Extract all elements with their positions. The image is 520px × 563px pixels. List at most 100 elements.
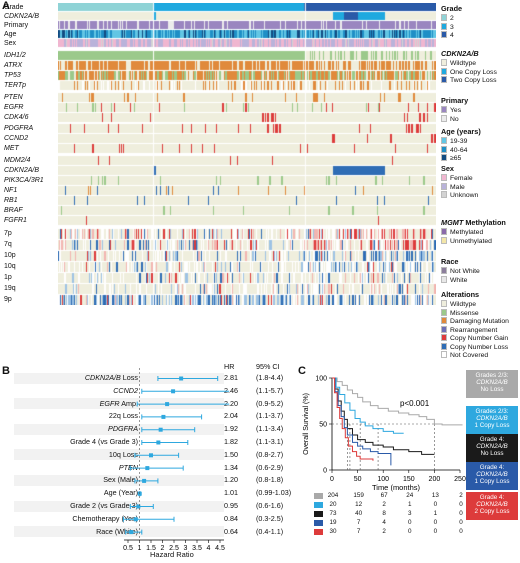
- km-legend-line: 1 Copy Loss: [474, 478, 510, 485]
- legend-swatch: [441, 22, 447, 30]
- legend-title: CDKN2A/B: [441, 49, 479, 58]
- km-legend-line: CDKN2A/B: [476, 501, 508, 508]
- km-legend-line: CDKN2A/B: [476, 415, 508, 422]
- forest-ci-value: (0.9-5.2): [256, 398, 284, 408]
- oncoprint-row-label: Sex: [4, 39, 17, 47]
- oncoprint-row-label: RB1: [4, 196, 18, 204]
- forest-hr-point: [161, 414, 166, 419]
- risk-cell: 0: [408, 519, 412, 526]
- km-x-tick-label: 200: [429, 476, 441, 483]
- legend-item-label: Copy Number Loss: [450, 343, 509, 351]
- km-y-tick-label: 100: [315, 376, 327, 383]
- panel-b-letter: B: [2, 365, 10, 377]
- forest-row-label: EGFR Amp.: [14, 399, 138, 409]
- legend-item: Not White: [441, 267, 480, 276]
- forest-row-band: [14, 526, 224, 538]
- forest-x-tick-label: 1: [138, 545, 142, 552]
- km-legend-line: 2 Copy Loss: [474, 508, 510, 515]
- forest-row-band: [14, 474, 224, 486]
- km-legend-entry: Grades 2/3: CDKN2A/B No Loss: [466, 370, 518, 398]
- legend-item-label: Unknown: [450, 192, 479, 199]
- forest-hr-value: 1.20: [224, 475, 238, 485]
- legend-swatch: [441, 106, 447, 113]
- forest-row-label-italic: CDKN2A/B: [84, 373, 121, 382]
- risk-row-swatch: [314, 511, 323, 517]
- risk-row-swatch: [314, 520, 323, 526]
- forest-x-tick-label: 3.5: [192, 545, 202, 552]
- legend-item-label: Male: [450, 183, 465, 191]
- legend-item-label: Wildtype: [450, 301, 477, 308]
- legend-swatch: [441, 145, 447, 153]
- oncoprint-row-label: MDM2/4: [4, 156, 31, 164]
- legend-item-label: Not Covered: [450, 352, 489, 359]
- legend-swatch: [441, 317, 447, 324]
- risk-cell: 30: [329, 528, 337, 535]
- panel-a-letter: A: [2, 0, 10, 12]
- oncoprint-row-label: NF1: [4, 186, 18, 194]
- legend-swatch: [441, 31, 447, 38]
- oncoprint-row-label: FGFR1: [4, 216, 27, 224]
- km-x-axis-label: Time (months): [372, 483, 421, 492]
- risk-cell: 7: [356, 528, 361, 535]
- legend-item-label: ≥65: [450, 155, 462, 162]
- km-survival-chart: Overall Survival (%) 0 50 100 0 50 100 150 200 25…: [303, 376, 466, 493]
- forest-hr-point: [145, 466, 150, 471]
- risk-cell: 0: [433, 528, 438, 535]
- forest-hr-value: 0.84: [224, 513, 238, 523]
- km-x-tick-label: 150: [403, 476, 415, 483]
- risk-row-swatch: [314, 502, 323, 508]
- legend-item: White: [441, 275, 467, 285]
- forest-hr-point: [136, 504, 141, 509]
- forest-x-tick-label: 3: [184, 545, 188, 552]
- risk-cell: 1: [408, 501, 412, 508]
- forest-row-band: [14, 423, 224, 435]
- forest-hr-value: 2.20: [224, 398, 238, 408]
- oncoprint-row-label: BRAF: [4, 206, 23, 214]
- oncoprint-row-label: CDKN2A/B: [4, 166, 40, 174]
- forest-hr-point: [142, 478, 147, 483]
- forest-ci-value: (0.8-1.8): [256, 475, 284, 485]
- forest-hr-value: 1.01: [224, 488, 238, 498]
- forest-hr-point: [165, 402, 170, 407]
- legend-swatch: [441, 174, 447, 181]
- risk-cell: 0: [433, 519, 438, 526]
- legend-item: Wildtype: [441, 300, 476, 309]
- forest-row-band: [14, 372, 224, 384]
- forest-hr-point: [179, 376, 184, 381]
- km-legend-line: 1 Copy Loss: [474, 422, 510, 429]
- legend-swatch: [441, 191, 447, 198]
- oncoprint-row-label: Grade: [4, 3, 24, 11]
- forest-ci-value: (1.1-3.7): [256, 411, 284, 421]
- km-legend-line: CDKN2A/B: [476, 443, 508, 450]
- km-y-tick-label: 50: [319, 422, 327, 429]
- risk-cell: 13: [431, 492, 439, 499]
- risk-row-swatch: [314, 493, 323, 499]
- forest-row-band: [14, 449, 224, 461]
- forest-hr-value: 2.04: [224, 411, 238, 421]
- legend-item-label: 2: [450, 15, 454, 22]
- risk-cell: 40: [355, 510, 363, 517]
- forest-x-tick-label: 1.5: [146, 545, 156, 552]
- legend-item-label: Female: [450, 175, 473, 182]
- forest-row-label-text: Chemotherapy (Yes): [72, 513, 138, 523]
- risk-cell: 0: [459, 519, 463, 526]
- legend-swatch: [441, 300, 447, 307]
- legend-swatch: [441, 351, 447, 358]
- risk-cell: 1: [433, 510, 438, 517]
- km-legend-line: CDKN2A/B: [476, 471, 508, 478]
- forest-row-label: Chemotherapy (Yes): [14, 514, 138, 524]
- km-series-line: [332, 377, 392, 466]
- km-legend-line: Grade 4:: [479, 494, 505, 501]
- legend-item: Copy Number Gain: [441, 334, 508, 343]
- km-x-tick-label: 0: [330, 476, 334, 483]
- legend-item: Wildtype: [441, 59, 476, 68]
- legend-title: Primary: [441, 96, 469, 105]
- forest-ci-value: (0.8-2.7): [256, 449, 284, 459]
- forest-ci-value: (1.1-5.7): [256, 385, 284, 395]
- oncoprint-row-label: 10p: [4, 251, 16, 259]
- oncoprint-row-label: TP53: [4, 71, 21, 79]
- forest-ci-value: (0.99-1.03): [256, 488, 292, 498]
- legend-item: One Copy Loss: [441, 67, 497, 77]
- km-legend-entry: Grade 4: CDKN2A/B 2 Copy Loss: [466, 492, 518, 520]
- risk-cell: 2: [382, 501, 386, 508]
